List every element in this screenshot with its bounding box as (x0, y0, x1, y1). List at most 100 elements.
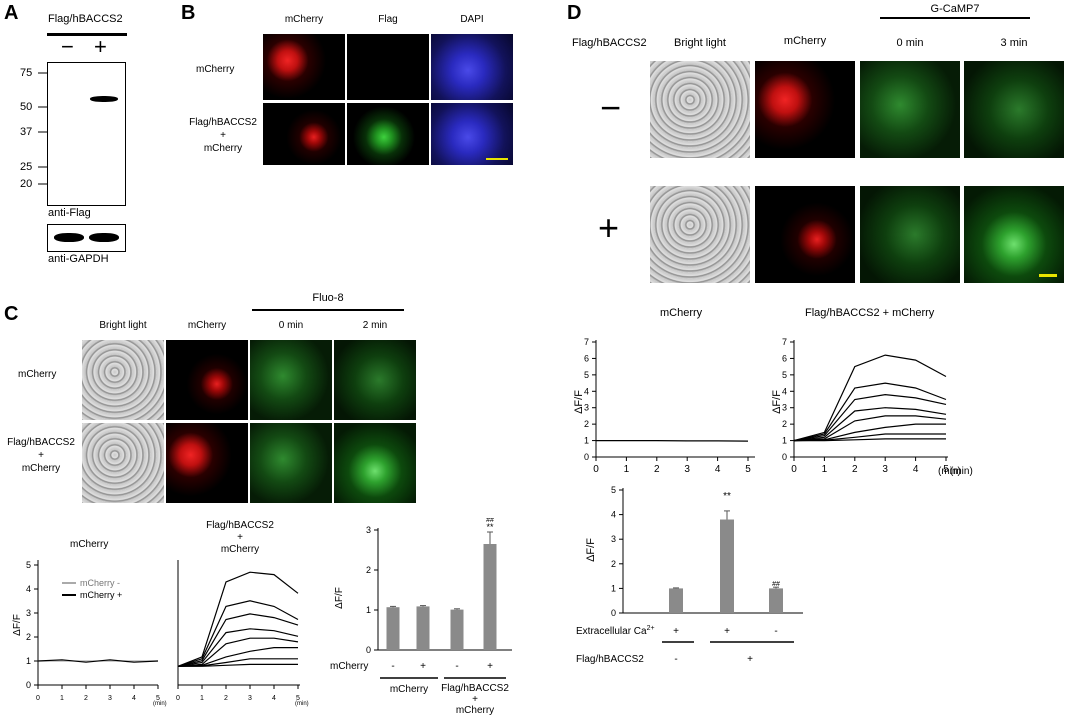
d-g2-ytick-label: 2 (782, 419, 787, 429)
d-graph2: 0 1 2 3 4 5 6 7 0 1 2 3 4 5 ΔF/F (min) (771, 337, 973, 477)
d-g1-ylabel: ΔF/F (573, 390, 585, 414)
c-g2-series-2 (177, 613, 299, 667)
d-g1-ytick-label: 5 (584, 370, 589, 380)
a-ladder-ticks (38, 72, 47, 185)
c-g2-xtick-label: 5 (296, 695, 300, 702)
d-g2-series-3 (793, 407, 947, 442)
d-bar-ca-sign-3: - (774, 626, 777, 637)
a-ladder-50: 50 (20, 101, 33, 113)
c-bar-ytick-label: 1 (366, 605, 371, 615)
c-bar-ytick-label: 3 (366, 525, 371, 535)
c-bar-bar-1 (416, 606, 430, 650)
c-g2-series-3 (177, 628, 299, 667)
d-g2-xunit: (min) (950, 466, 973, 477)
b-img-r2-flag (347, 103, 429, 165)
d-img-r1-bright (650, 61, 750, 158)
b-img-r2-mcherry (263, 103, 345, 165)
d-bar-sig-hash: ## (772, 581, 780, 588)
d-g1-ytick-label: 0 (584, 452, 589, 462)
d-g1-ytick-label: 1 (584, 436, 589, 446)
c-bar-group1: mCherry (390, 684, 428, 695)
d-g2-ytick-label: 0 (782, 452, 787, 462)
c-g1-ytick-label: 0 (26, 680, 31, 690)
c-img-r1-mcherry (166, 340, 248, 420)
d-gcamp-bar (880, 17, 1030, 19)
d-bar-ytick-label: 0 (611, 608, 616, 618)
c-img-r2-2min (334, 423, 416, 503)
d-g2-xtick-label: 5 (943, 464, 949, 475)
c-g2-xtick-label: 3 (248, 695, 252, 702)
c-bar-ytick-label: 2 (366, 565, 371, 575)
d-col-3min: 3 min (1000, 37, 1028, 49)
d-bar-ytick-label: 1 (611, 583, 616, 593)
a-title: Flag/hBACCS2 (48, 13, 123, 25)
c-g2-xtick-label: 1 (200, 695, 204, 702)
c-g2-xtick-label: 0 (176, 695, 180, 702)
c-col-mcherry: mCherry (187, 320, 227, 331)
c-bar-sign-1: - (391, 661, 394, 672)
d-g1-ytick-label: 4 (584, 386, 589, 396)
a-minus: − (61, 34, 74, 59)
c-g1-title: mCherry (70, 539, 109, 550)
d-g2-xtick-label: 3 (882, 464, 888, 475)
d-bar-ytick-label: 4 (611, 510, 616, 520)
d-plus: + (598, 207, 620, 248)
b-col-dapi: DAPI (460, 14, 484, 25)
d-bar-ca-sign-1: + (673, 626, 679, 637)
d-graph1: 0 1 2 3 4 5 6 7 0 1 2 3 4 5 ΔF/F (573, 337, 755, 475)
c-bar-ytick-label: 0 (366, 645, 371, 655)
d-bar-chart: ΔF/F 0 1 2 3 4 5 ** ## Extracellular Ca2+ + +… (576, 485, 803, 665)
d-g2-ylabel: ΔF/F (771, 390, 783, 414)
c-img-r1-2min (334, 340, 416, 420)
d-minus: − (600, 87, 622, 128)
d-bar-flag-sign-2: + (747, 654, 753, 665)
d-bar-bar-2 (769, 588, 783, 613)
d-g2-ytick-label: 3 (782, 403, 787, 413)
c-bar-group2-l3: mCherry (456, 705, 494, 716)
d-img-r2-bright (650, 186, 750, 283)
c-bar-bar-2 (450, 609, 464, 650)
d-g2-ytick-label: 5 (782, 370, 787, 380)
a-band (90, 96, 118, 102)
c-g1-ytick-label: 2 (26, 632, 31, 642)
c-row1: mCherry (18, 369, 57, 380)
d-g2-xtick-label: 4 (913, 464, 919, 475)
c-img-r1-0min (250, 340, 332, 420)
b-img-r1-flag (347, 34, 429, 100)
c-g1-ytick-label: 5 (26, 560, 31, 570)
c-img-r2-bright (82, 423, 164, 503)
d-bar-ca-sign-2: + (724, 626, 730, 637)
a-ladder-37: 37 (20, 126, 33, 138)
a-blot-flag (47, 62, 126, 206)
a-blot-gapdh (47, 224, 126, 252)
c-col-0min: 0 min (278, 320, 304, 331)
c-g2-series-4 (177, 637, 299, 667)
c-g2-series-1 (177, 600, 299, 667)
d-g1-xtick-label: 3 (684, 464, 690, 475)
b-img-r2-dapi (431, 103, 513, 165)
a-ladder-25: 25 (20, 161, 33, 173)
c-g2-xunit: (min) (295, 701, 309, 707)
c-g2-title: Flag/hBACCS2 + mCherry (206, 520, 274, 555)
c-g1-ytick-label: 4 (26, 584, 31, 594)
c-fluo8-bar (252, 309, 404, 311)
d-g2-ytick-label: 1 (782, 436, 787, 446)
c-col-2min: 2 min (362, 320, 388, 331)
panel-label-a: A (4, 2, 19, 24)
d-g1-xtick-label: 1 (624, 464, 630, 475)
d-bar-bar-0 (669, 588, 683, 613)
d-row-header: Flag/hBACCS2 (572, 37, 647, 49)
b-scale-bar (486, 158, 508, 160)
c-g1-legend-plus: mCherry + (80, 590, 122, 600)
d-scale-bar (1039, 274, 1057, 277)
c-g2-xtick-label: 2 (224, 695, 228, 702)
c-g1-xtick-label: 5 (156, 695, 160, 702)
d-g1-xtick-label: 2 (654, 464, 660, 475)
b-row1: mCherry (196, 64, 235, 75)
d-g2-series-1 (793, 382, 947, 442)
c-bar-group2-l2: + (472, 694, 478, 705)
d-g1-ytick-label: 7 (584, 337, 589, 347)
c-bar-bar-3 (483, 544, 497, 650)
d-bar-ytick-label: 2 (611, 559, 616, 569)
